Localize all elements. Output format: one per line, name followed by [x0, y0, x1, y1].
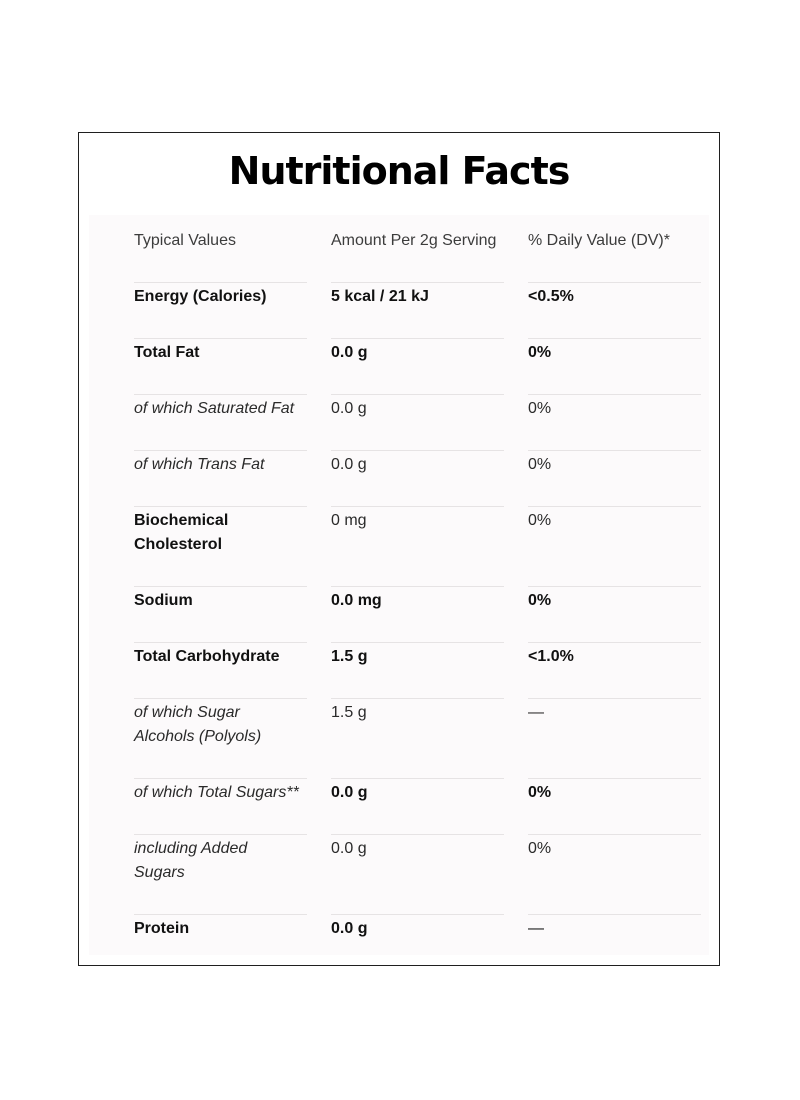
table-row: of which Sugar Alcohols (Polyols) 1.5 g …	[134, 701, 702, 779]
row-daily-value: 0%	[528, 592, 552, 609]
row-daily-value: 0%	[528, 512, 552, 529]
header-amount: Amount Per 2g Serving	[331, 232, 497, 249]
row-amount: 5 kcal / 21 kJ	[331, 288, 429, 305]
row-label: Protein	[134, 920, 190, 937]
row-amount: 0.0 g	[331, 344, 368, 361]
row-daily-value: 0%	[528, 344, 552, 361]
table-row: of which Saturated Fat 0.0 g 0%	[134, 397, 702, 451]
row-label: Total Carbohydrate	[134, 648, 280, 665]
row-label: of which Trans Fat	[134, 456, 265, 473]
header-typical-values: Typical Values	[134, 232, 236, 249]
row-daily-value: <0.5%	[528, 288, 574, 305]
row-label: of which Saturated Fat	[134, 400, 295, 417]
row-amount: 0.0 g	[331, 840, 367, 857]
row-daily-value: —	[528, 704, 544, 721]
row-daily-value: —	[528, 920, 544, 937]
table-row: Energy (Calories) 5 kcal / 21 kJ <0.5%	[134, 285, 702, 339]
table-row: Total Fat 0.0 g 0%	[134, 341, 702, 395]
header-daily-value: % Daily Value (DV)*	[528, 232, 670, 249]
row-amount: 1.5 g	[331, 704, 367, 721]
nutrition-facts-card: Nutritional Facts Typical Values Amount …	[78, 132, 720, 966]
row-daily-value: 0%	[528, 784, 552, 801]
row-daily-value: 0%	[528, 840, 552, 857]
row-label: Total Fat	[134, 344, 200, 361]
table-row: Protein 0.0 g —	[134, 917, 702, 951]
table-row: Total Carbohydrate 1.5 g <1.0%	[134, 645, 702, 699]
row-amount: 0.0 g	[331, 920, 368, 937]
nutrition-table: Typical Values Amount Per 2g Serving % D…	[89, 215, 709, 955]
row-amount: 0.0 g	[331, 784, 368, 801]
table-row: of which Total Sugars** 0.0 g 0%	[134, 781, 702, 835]
row-label: of which Sugar Alcohols (Polyols)	[134, 704, 262, 745]
table-row: Biochemical Cholesterol 0 mg 0%	[134, 509, 702, 587]
row-daily-value: 0%	[528, 456, 552, 473]
row-amount: 0.0 mg	[331, 592, 382, 609]
table-row: of which Trans Fat 0.0 g 0%	[134, 453, 702, 507]
row-amount: 0.0 g	[331, 400, 367, 417]
table-row: Sodium 0.0 mg 0%	[134, 589, 702, 643]
row-label: Biochemical Cholesterol	[134, 512, 229, 553]
table-header: Typical Values Amount Per 2g Serving % D…	[134, 229, 702, 283]
row-amount: 0 mg	[331, 512, 367, 529]
row-label: including Added Sugars	[134, 840, 248, 881]
row-label: Energy (Calories)	[134, 288, 267, 305]
page-title: Nutritional Facts	[228, 149, 571, 193]
table-row: including Added Sugars 0.0 g 0%	[134, 837, 702, 915]
row-label: of which Total Sugars**	[134, 784, 299, 801]
row-daily-value: <1.0%	[528, 648, 574, 665]
row-daily-value: 0%	[528, 400, 552, 417]
row-amount: 1.5 g	[331, 648, 368, 665]
row-amount: 0.0 g	[331, 456, 367, 473]
row-label: Sodium	[134, 592, 193, 609]
